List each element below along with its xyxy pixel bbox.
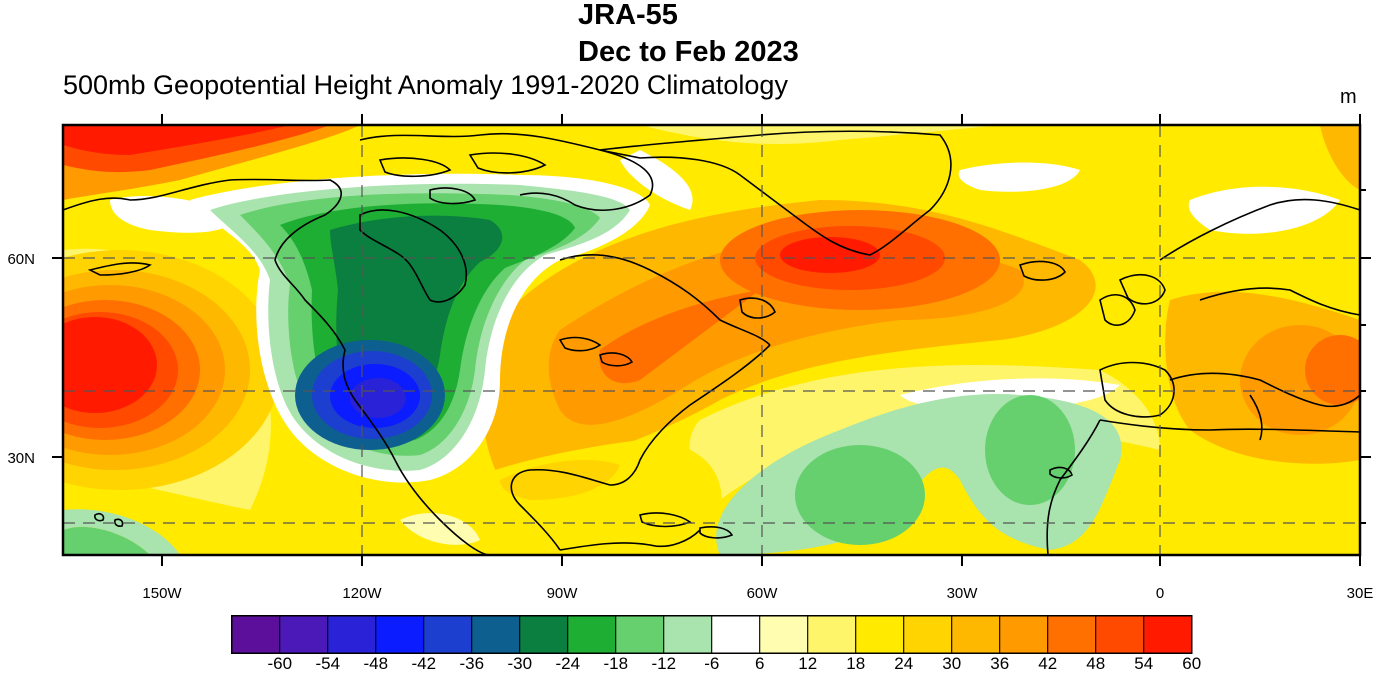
- colorbar-cell: [663, 615, 713, 654]
- anomaly-field: [63, 125, 1360, 555]
- title-dataset: JRA-55: [578, 0, 678, 31]
- colorbar-label: -24: [555, 654, 581, 673]
- colorbar-cell: [279, 615, 329, 654]
- title-period: Dec to Feb 2023: [578, 36, 799, 68]
- colorbar-label: -36: [459, 654, 485, 673]
- colorbar-label: 24: [894, 654, 914, 673]
- anomaly-map: 150W 120W 90W 60W 30W 0 30E 60N 30N: [7, 114, 1373, 602]
- coastlines: [63, 130, 1360, 555]
- colorbar-label: 30: [942, 654, 962, 673]
- colorbar-frame: [231, 615, 1193, 654]
- colorbar-label: 42: [1038, 654, 1058, 673]
- colorbar-cell: [471, 615, 521, 654]
- colorbar-cells: [231, 615, 1193, 654]
- colorbar-cell: [903, 615, 953, 654]
- colorbar-label: -60: [267, 654, 293, 673]
- colorbar-cell: [759, 615, 809, 654]
- unit-label: m: [1340, 86, 1357, 108]
- colorbar-cell: [327, 615, 377, 654]
- lon-label: 30W: [947, 585, 979, 602]
- lon-label: 90W: [547, 585, 579, 602]
- colorbar-cell: [1143, 615, 1193, 654]
- colorbar-cell: [231, 615, 281, 654]
- colorbar-label: -30: [507, 654, 533, 673]
- lon-label: 0: [1156, 585, 1164, 602]
- latitude-labels: 60N 30N: [7, 251, 35, 467]
- tick-marks: [52, 114, 1371, 566]
- colorbar-label: -12: [651, 654, 677, 673]
- colorbar-label: -48: [363, 654, 389, 673]
- colorbar-cell: [615, 615, 665, 654]
- colorbar-label: 6: [755, 654, 765, 673]
- map-frame: [61, 123, 1362, 557]
- colorbar-label: 54: [1134, 654, 1154, 673]
- colorbar-label: -18: [603, 654, 629, 673]
- colorbar-cell: [519, 615, 569, 654]
- lon-label: 60W: [747, 585, 779, 602]
- colorbar-cell: [951, 615, 1001, 654]
- map-subtitle: 500mb Geopotential Height Anomaly 1991-2…: [63, 70, 788, 100]
- colorbar-cell: [375, 615, 425, 654]
- colorbar: [231, 615, 1193, 654]
- colorbar-label: -6: [704, 654, 720, 673]
- colorbar-cell: [855, 615, 905, 654]
- longitude-labels: 150W 120W 90W 60W 30W 0 30E: [142, 585, 1373, 602]
- colorbar-label: 18: [846, 654, 866, 673]
- lon-label: 150W: [142, 585, 182, 602]
- colorbar-label: 48: [1086, 654, 1106, 673]
- lon-label: 120W: [342, 585, 382, 602]
- colorbar-cell: [711, 615, 761, 654]
- colorbar-cell: [1047, 615, 1097, 654]
- colorbar-label: 36: [990, 654, 1010, 673]
- lat-label: 30N: [7, 450, 35, 467]
- lon-label: 30E: [1347, 585, 1374, 602]
- colorbar-labels: -60 -54 -48 -42 -36 -30 -24 -18 -12 -6 6 12 18 24 30 36…: [0, 654, 1378, 680]
- colorbar-cell: [1095, 615, 1145, 654]
- colorbar-label: -42: [411, 654, 437, 673]
- colorbar-label: 12: [798, 654, 818, 673]
- lat-label: 60N: [7, 251, 35, 268]
- colorbar-cell: [423, 615, 473, 654]
- colorbar-cell: [567, 615, 617, 654]
- colorbar-cell: [807, 615, 857, 654]
- gridlines: [63, 125, 1360, 555]
- colorbar-label: -54: [315, 654, 341, 673]
- colorbar-cell: [999, 615, 1049, 654]
- colorbar-label: 60: [1182, 654, 1202, 673]
